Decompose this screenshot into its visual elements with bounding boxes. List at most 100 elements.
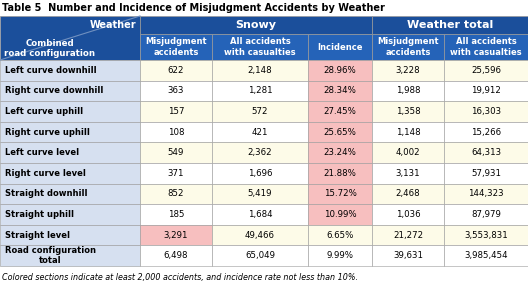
Bar [212, 34, 308, 60]
Text: 185: 185 [168, 210, 184, 219]
Bar [372, 183, 444, 204]
Bar [372, 245, 444, 266]
Text: 144,323: 144,323 [468, 189, 504, 199]
Bar [212, 204, 308, 225]
Bar [444, 225, 528, 245]
Bar [444, 163, 528, 183]
Text: Right curve downhill: Right curve downhill [5, 86, 103, 95]
Bar [212, 101, 308, 122]
Text: Weather: Weather [89, 20, 136, 30]
Text: 65,049: 65,049 [245, 251, 275, 260]
Bar [372, 34, 444, 60]
Bar [308, 163, 372, 183]
Text: Straight uphill: Straight uphill [5, 210, 74, 219]
Bar [140, 81, 212, 101]
Text: Right curve level: Right curve level [5, 169, 86, 178]
Bar [308, 81, 372, 101]
Bar [308, 204, 372, 225]
Bar [140, 60, 212, 81]
Text: 21,272: 21,272 [393, 231, 423, 240]
Text: 1,684: 1,684 [248, 210, 272, 219]
Bar [308, 60, 372, 81]
Text: All accidents
with casualties: All accidents with casualties [450, 37, 522, 57]
Bar [0, 122, 140, 142]
Text: 6,498: 6,498 [164, 251, 188, 260]
Text: 19,912: 19,912 [471, 86, 501, 95]
Text: 27.45%: 27.45% [324, 107, 356, 116]
Text: 6.65%: 6.65% [326, 231, 354, 240]
Bar [372, 204, 444, 225]
Bar [444, 122, 528, 142]
Text: Colored sections indicate at least 2,000 accidents, and incidence rate not less : Colored sections indicate at least 2,000… [2, 273, 358, 282]
Text: 363: 363 [168, 86, 184, 95]
Bar [0, 163, 140, 183]
Bar [308, 142, 372, 163]
Bar [0, 183, 140, 204]
Text: 25,596: 25,596 [471, 66, 501, 75]
Bar [372, 81, 444, 101]
Text: 23.24%: 23.24% [324, 148, 356, 157]
Bar [308, 122, 372, 142]
Bar [0, 81, 140, 101]
Bar [140, 225, 212, 245]
Text: Snowy: Snowy [235, 20, 277, 30]
Text: 15.72%: 15.72% [324, 189, 356, 199]
Bar [212, 142, 308, 163]
Bar [444, 101, 528, 122]
Text: Right curve uphill: Right curve uphill [5, 128, 90, 137]
Text: 64,313: 64,313 [471, 148, 501, 157]
Text: Left curve downhill: Left curve downhill [5, 66, 97, 75]
Bar [372, 163, 444, 183]
Text: 39,631: 39,631 [393, 251, 423, 260]
Bar [212, 81, 308, 101]
Text: Straight level: Straight level [5, 231, 70, 240]
Bar [0, 204, 140, 225]
Bar [444, 204, 528, 225]
Text: 5,419: 5,419 [248, 189, 272, 199]
Bar [308, 183, 372, 204]
Bar [372, 142, 444, 163]
Text: 1,988: 1,988 [396, 86, 420, 95]
Text: 9.99%: 9.99% [326, 251, 354, 260]
Bar [0, 101, 140, 122]
Text: 1,281: 1,281 [248, 86, 272, 95]
Bar [372, 101, 444, 122]
Bar [372, 60, 444, 81]
Text: 28.34%: 28.34% [324, 86, 356, 95]
Bar [212, 245, 308, 266]
Text: Misjudgment
accidents: Misjudgment accidents [145, 37, 207, 57]
Text: 2,148: 2,148 [248, 66, 272, 75]
Text: Straight downhill: Straight downhill [5, 189, 88, 199]
Bar [140, 245, 212, 266]
Text: 1,358: 1,358 [395, 107, 420, 116]
Text: 87,979: 87,979 [471, 210, 501, 219]
Text: 108: 108 [168, 128, 184, 137]
Bar [372, 122, 444, 142]
Bar [0, 225, 140, 245]
Bar [140, 163, 212, 183]
Text: 852: 852 [168, 189, 184, 199]
Text: 622: 622 [168, 66, 184, 75]
Bar [0, 16, 140, 60]
Text: Road configuration
total: Road configuration total [5, 246, 96, 266]
Text: 421: 421 [252, 128, 268, 137]
Bar [140, 204, 212, 225]
Text: Incidence: Incidence [317, 43, 363, 51]
Text: Left curve level: Left curve level [5, 148, 79, 157]
Text: Table 5  Number and Incidence of Misjudgment Accidents by Weather: Table 5 Number and Incidence of Misjudgm… [2, 3, 385, 13]
Text: 57,931: 57,931 [471, 169, 501, 178]
Bar [0, 60, 140, 81]
Bar [444, 183, 528, 204]
Text: 3,291: 3,291 [164, 231, 188, 240]
Bar [372, 225, 444, 245]
Text: 3,131: 3,131 [395, 169, 420, 178]
Bar [444, 142, 528, 163]
Text: All accidents
with casualties: All accidents with casualties [224, 37, 296, 57]
Text: Combined
road configuration: Combined road configuration [4, 39, 95, 58]
Text: 3,985,454: 3,985,454 [464, 251, 508, 260]
Text: 2,468: 2,468 [395, 189, 420, 199]
Text: 549: 549 [168, 148, 184, 157]
Text: 4,002: 4,002 [395, 148, 420, 157]
Text: 1,148: 1,148 [395, 128, 420, 137]
Bar [0, 245, 140, 266]
